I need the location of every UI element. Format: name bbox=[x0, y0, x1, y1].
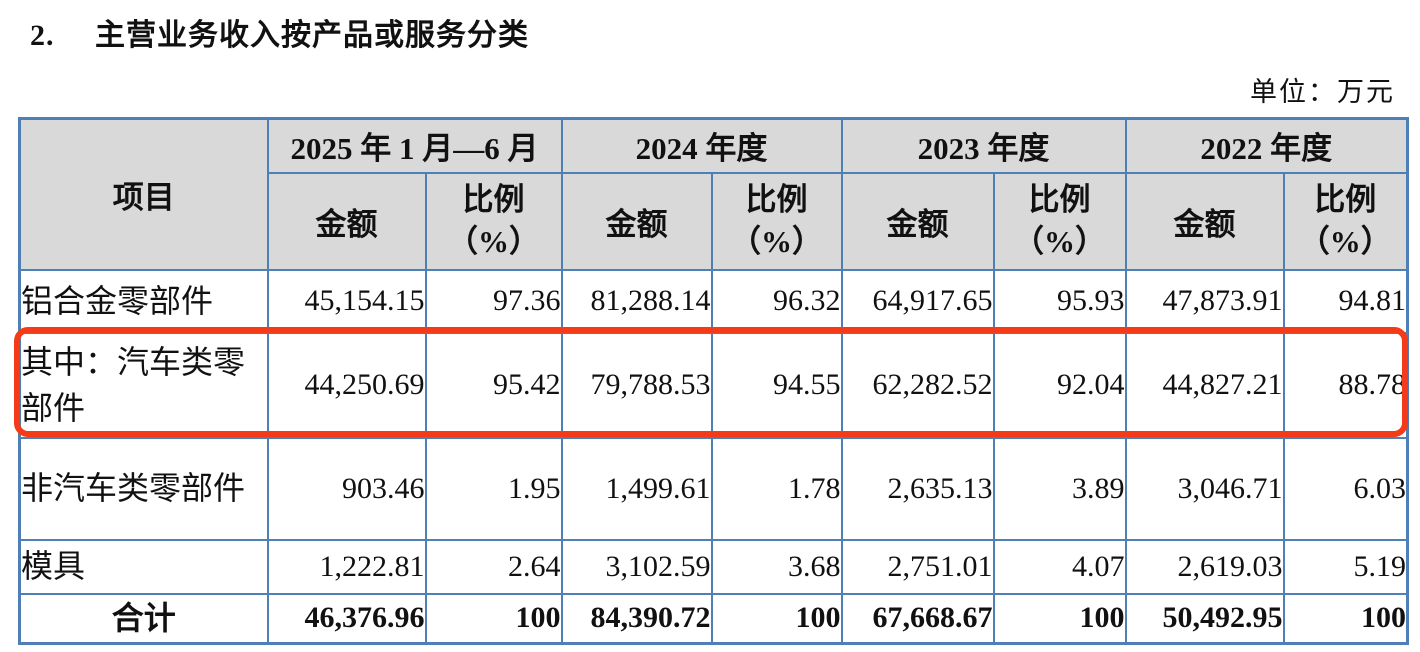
row-label: 模具 bbox=[18, 538, 269, 595]
ratio-header-line1: 比例 bbox=[745, 182, 808, 218]
cell-value: 96.32 bbox=[710, 268, 843, 334]
ratio-header-line2: （%） bbox=[1298, 224, 1392, 259]
cell-value: 64,917.65 bbox=[840, 268, 995, 334]
cell-value: 94.55 bbox=[710, 331, 843, 439]
cell-value: 2.64 bbox=[424, 538, 563, 595]
period-header-2025h1: 2025 年 1 月—6 月 bbox=[266, 117, 563, 174]
cell-value: 100 bbox=[710, 592, 843, 645]
cell-value: 94.81 bbox=[1282, 268, 1409, 334]
cell-value: 46,376.96 bbox=[266, 592, 427, 645]
ratio-header-2025h1: 比例 （%） bbox=[424, 171, 563, 271]
period-header-2022: 2022 年度 bbox=[1124, 117, 1409, 174]
row-label: 其中：汽车类零部件 bbox=[18, 331, 269, 439]
cell-value: 100 bbox=[1282, 592, 1409, 645]
cell-value: 2,751.01 bbox=[840, 538, 995, 595]
cell-value: 44,827.21 bbox=[1124, 331, 1285, 439]
ratio-header-line2: （%） bbox=[730, 224, 823, 259]
table-row-molds: 模具 1,222.81 2.64 3,102.59 3.68 2,751.01 … bbox=[18, 538, 1409, 595]
cell-value: 44,250.69 bbox=[266, 331, 427, 439]
row-label: 非汽车类零部件 bbox=[18, 436, 269, 541]
cell-value: 2,619.03 bbox=[1124, 538, 1285, 595]
cell-value: 79,788.53 bbox=[560, 331, 713, 439]
ratio-header-2024: 比例 （%） bbox=[710, 171, 843, 271]
cell-value: 1,499.61 bbox=[560, 436, 713, 541]
cell-value: 97.36 bbox=[424, 268, 563, 334]
cell-value: 95.42 bbox=[424, 331, 563, 439]
cell-value: 1.95 bbox=[424, 436, 563, 541]
amount-header-2022: 金额 bbox=[1124, 171, 1285, 271]
revenue-by-product-table: 项目 2025 年 1 月—6 月 2024 年度 2023 年度 2022 年… bbox=[18, 117, 1409, 645]
section-title-text: 主营业务收入按产品或服务分类 bbox=[95, 19, 529, 52]
table-row-total: 合计 46,376.96 100 84,390.72 100 67,668.67… bbox=[18, 592, 1409, 645]
row-label: 合计 bbox=[18, 592, 269, 645]
cell-value: 3,102.59 bbox=[560, 538, 713, 595]
cell-value: 88.78 bbox=[1282, 331, 1409, 439]
ratio-header-line1: 比例 bbox=[1314, 182, 1377, 218]
cell-value: 100 bbox=[992, 592, 1127, 645]
table-row-aluminum-parts: 铝合金零部件 45,154.15 97.36 81,288.14 96.32 6… bbox=[18, 268, 1409, 334]
cell-value: 2,635.13 bbox=[840, 436, 995, 541]
cell-value: 5.19 bbox=[1282, 538, 1409, 595]
table-row-auto-parts-highlighted: 其中：汽车类零部件 44,250.69 95.42 79,788.53 94.5… bbox=[18, 331, 1409, 439]
section-title: 2. 主营业务收入按产品或服务分类 bbox=[30, 10, 529, 54]
amount-header-2024: 金额 bbox=[560, 171, 713, 271]
cell-value: 1.78 bbox=[710, 436, 843, 541]
cell-value: 92.04 bbox=[992, 331, 1127, 439]
cell-value: 84,390.72 bbox=[560, 592, 713, 645]
cell-value: 45,154.15 bbox=[266, 268, 427, 334]
ratio-header-line2: （%） bbox=[447, 224, 540, 259]
item-column-header: 项目 bbox=[18, 117, 269, 271]
ratio-header-line1: 比例 bbox=[462, 182, 525, 218]
cell-value: 4.07 bbox=[992, 538, 1127, 595]
cell-value: 3.68 bbox=[710, 538, 843, 595]
cell-value: 81,288.14 bbox=[560, 268, 713, 334]
ratio-header-2023: 比例 （%） bbox=[992, 171, 1127, 271]
cell-value: 47,873.91 bbox=[1124, 268, 1285, 334]
cell-value: 50,492.95 bbox=[1124, 592, 1285, 645]
amount-header-2025h1: 金额 bbox=[266, 171, 427, 271]
cell-value: 3,046.71 bbox=[1124, 436, 1285, 541]
ratio-header-line1: 比例 bbox=[1028, 182, 1091, 218]
ratio-header-line2: （%） bbox=[1013, 224, 1106, 259]
amount-header-2023: 金额 bbox=[840, 171, 995, 271]
row-label: 铝合金零部件 bbox=[18, 268, 269, 334]
cell-value: 100 bbox=[424, 592, 563, 645]
cell-value: 903.46 bbox=[266, 436, 427, 541]
cell-value: 95.93 bbox=[992, 268, 1127, 334]
cell-value: 62,282.52 bbox=[840, 331, 995, 439]
unit-label: 单位：万元 bbox=[1250, 77, 1395, 107]
cell-value: 6.03 bbox=[1282, 436, 1409, 541]
ratio-header-2022: 比例 （%） bbox=[1282, 171, 1409, 271]
period-header-2024: 2024 年度 bbox=[560, 117, 843, 174]
cell-value: 1,222.81 bbox=[266, 538, 427, 595]
period-header-2023: 2023 年度 bbox=[840, 117, 1127, 174]
cell-value: 67,668.67 bbox=[840, 592, 995, 645]
section-number: 2. bbox=[30, 19, 55, 52]
table-row-non-auto-parts: 非汽车类零部件 903.46 1.95 1,499.61 1.78 2,635.… bbox=[18, 436, 1409, 541]
cell-value: 3.89 bbox=[992, 436, 1127, 541]
